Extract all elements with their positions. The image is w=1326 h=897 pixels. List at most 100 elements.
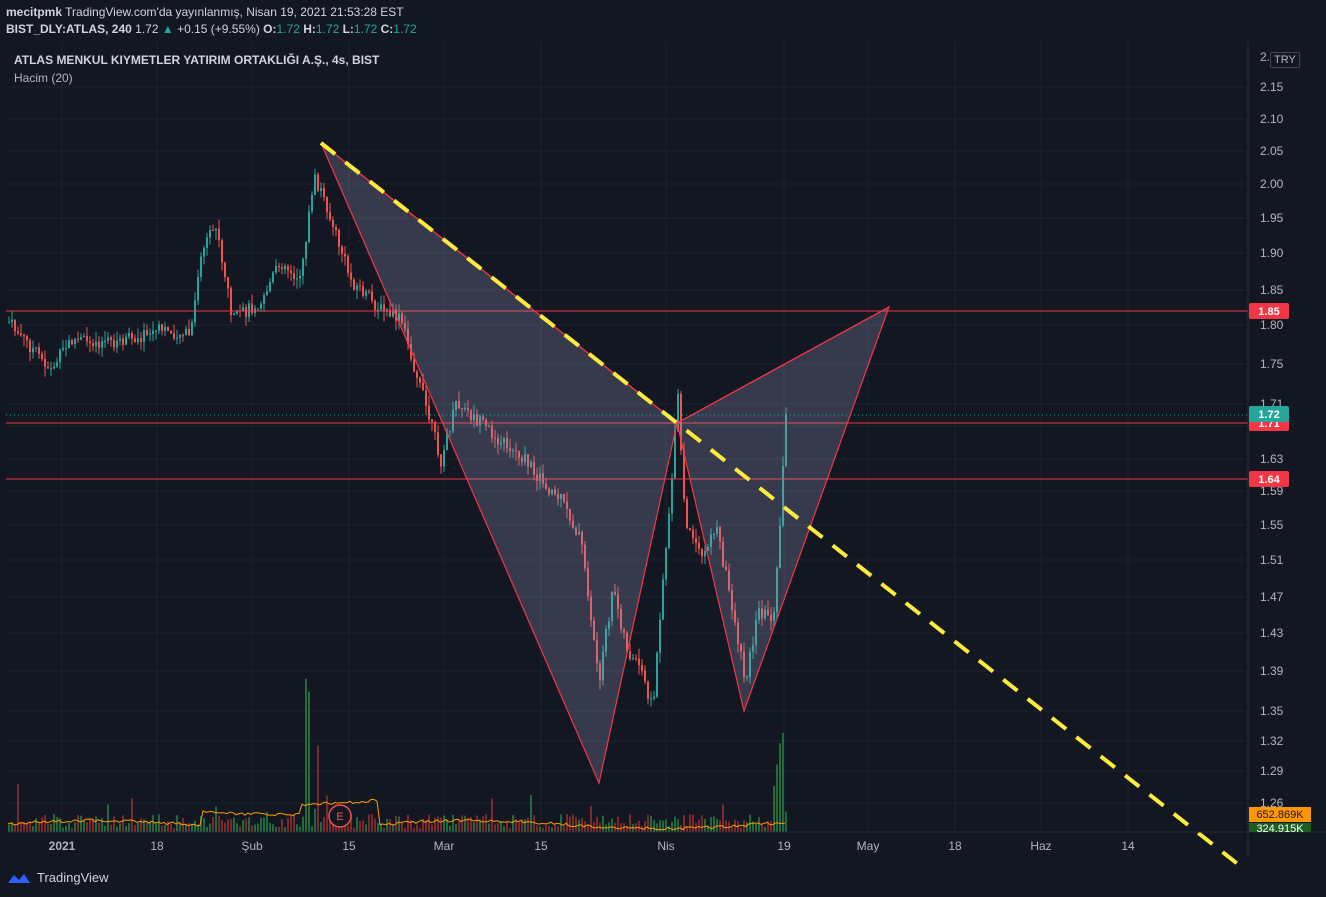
candle-body <box>284 266 286 270</box>
volume-bar <box>98 822 100 832</box>
candle-body <box>629 651 631 660</box>
volume-bar <box>413 827 415 832</box>
dashed-trendline[interactable] <box>319 141 1240 866</box>
volume-bar <box>272 824 274 832</box>
candle-body <box>773 612 775 621</box>
volume-bar <box>32 826 34 832</box>
volume-bar <box>26 823 28 832</box>
candle-body <box>335 227 337 230</box>
candle-body <box>494 437 496 439</box>
candle-body <box>689 528 691 531</box>
price-tick-label: 1.95 <box>1260 211 1284 225</box>
volume-bar <box>71 827 73 832</box>
time-axis[interactable]: 2021 18 Şub 15 Mar 15 Nis 19 May 18 Haz 14 <box>49 839 1135 853</box>
pattern-bd-line <box>676 306 890 424</box>
volume-bar <box>239 826 241 832</box>
candle-body <box>638 658 640 666</box>
volume-bar <box>476 815 478 832</box>
candle-body <box>122 338 124 345</box>
volume-bar <box>611 818 613 832</box>
candle-body <box>116 340 118 348</box>
footer[interactable]: TradingView <box>6 870 109 885</box>
volume-bar <box>356 817 358 832</box>
candle-body <box>686 498 688 529</box>
currency-badge[interactable]: TRY <box>1270 52 1300 68</box>
volume-bar <box>521 819 523 832</box>
candle-body <box>359 285 361 287</box>
candle-body <box>545 483 547 489</box>
volume-bar <box>29 821 31 832</box>
candle-body <box>755 619 757 646</box>
candle-body <box>20 333 22 336</box>
candle-body <box>416 371 418 378</box>
author[interactable]: mecitpmk <box>6 5 63 19</box>
volume-bar <box>137 823 139 832</box>
volume-bar <box>461 815 463 832</box>
tradingview-logo-icon <box>8 873 30 883</box>
candle-body <box>509 448 511 451</box>
candle-body <box>53 366 55 369</box>
candle-body <box>632 658 634 660</box>
high-label: H: <box>303 22 316 36</box>
volume-bar <box>353 827 355 832</box>
candle-body <box>338 229 340 247</box>
candle-body <box>323 188 325 198</box>
volume-bars <box>8 678 787 832</box>
candle-body <box>320 188 322 191</box>
candle-body <box>428 405 430 420</box>
volume-bar <box>92 818 94 832</box>
candle-body <box>524 454 526 462</box>
time-tick-label: 15 <box>534 839 548 853</box>
candle-body <box>602 651 604 681</box>
volume-bar <box>290 815 292 832</box>
volume-bar <box>77 814 79 832</box>
volume-bar <box>674 816 676 832</box>
candle-body <box>29 340 31 353</box>
candle-body <box>620 608 622 630</box>
candle-body <box>251 303 253 313</box>
candle-body <box>77 338 79 340</box>
harmonic-pattern[interactable] <box>320 142 891 785</box>
candle-body <box>107 337 109 341</box>
candle-body <box>695 538 697 543</box>
volume-bar <box>377 823 379 832</box>
time-tick-label: 15 <box>342 839 356 853</box>
candle-body <box>455 400 457 410</box>
volume-bar <box>287 818 289 832</box>
candle-body <box>692 530 694 539</box>
volume-bar <box>767 820 769 832</box>
volume-bar <box>773 786 775 832</box>
candle-body <box>83 336 85 338</box>
candle-body <box>296 278 298 280</box>
time-tick-label: Haz <box>1030 839 1051 853</box>
volume-bar <box>479 819 481 832</box>
candle-body <box>401 313 403 323</box>
candle-body <box>728 570 730 590</box>
price-tick-label: 2. <box>1260 50 1270 64</box>
open-label: O: <box>263 22 277 36</box>
volume-bar <box>269 822 271 832</box>
price-tick-label: 1.43 <box>1260 626 1284 640</box>
price-axis[interactable]: 2.2.152.102.052.001.951.901.851.801.751.… <box>6 42 1326 858</box>
horizontal-levels[interactable] <box>6 310 1248 480</box>
earnings-event-marker[interactable]: E <box>328 804 352 828</box>
price-tick-label: 1.80 <box>1260 318 1284 332</box>
candle-body <box>677 393 679 431</box>
published-text: TradingView.com'da yayınlanmış, Nisan 19… <box>65 5 404 19</box>
chart-legend[interactable]: ATLAS MENKUL KIYMETLER YATIRIM ORTAKLIĞI… <box>14 53 379 85</box>
volume-bar <box>704 818 706 832</box>
candle-body <box>497 438 499 445</box>
volume-bar <box>449 825 451 832</box>
candle-body <box>404 322 406 329</box>
volume-bar <box>575 817 577 832</box>
volume-ma-tag-bg <box>1249 807 1311 822</box>
candle-body <box>68 339 70 349</box>
candle-body <box>767 609 769 615</box>
volume-study-label[interactable]: Hacim (20) <box>14 71 73 85</box>
candle-body <box>308 211 310 243</box>
candle-body <box>698 542 700 549</box>
candle-body <box>431 419 433 422</box>
volume-bar <box>410 820 412 832</box>
volume-bar <box>761 824 763 832</box>
